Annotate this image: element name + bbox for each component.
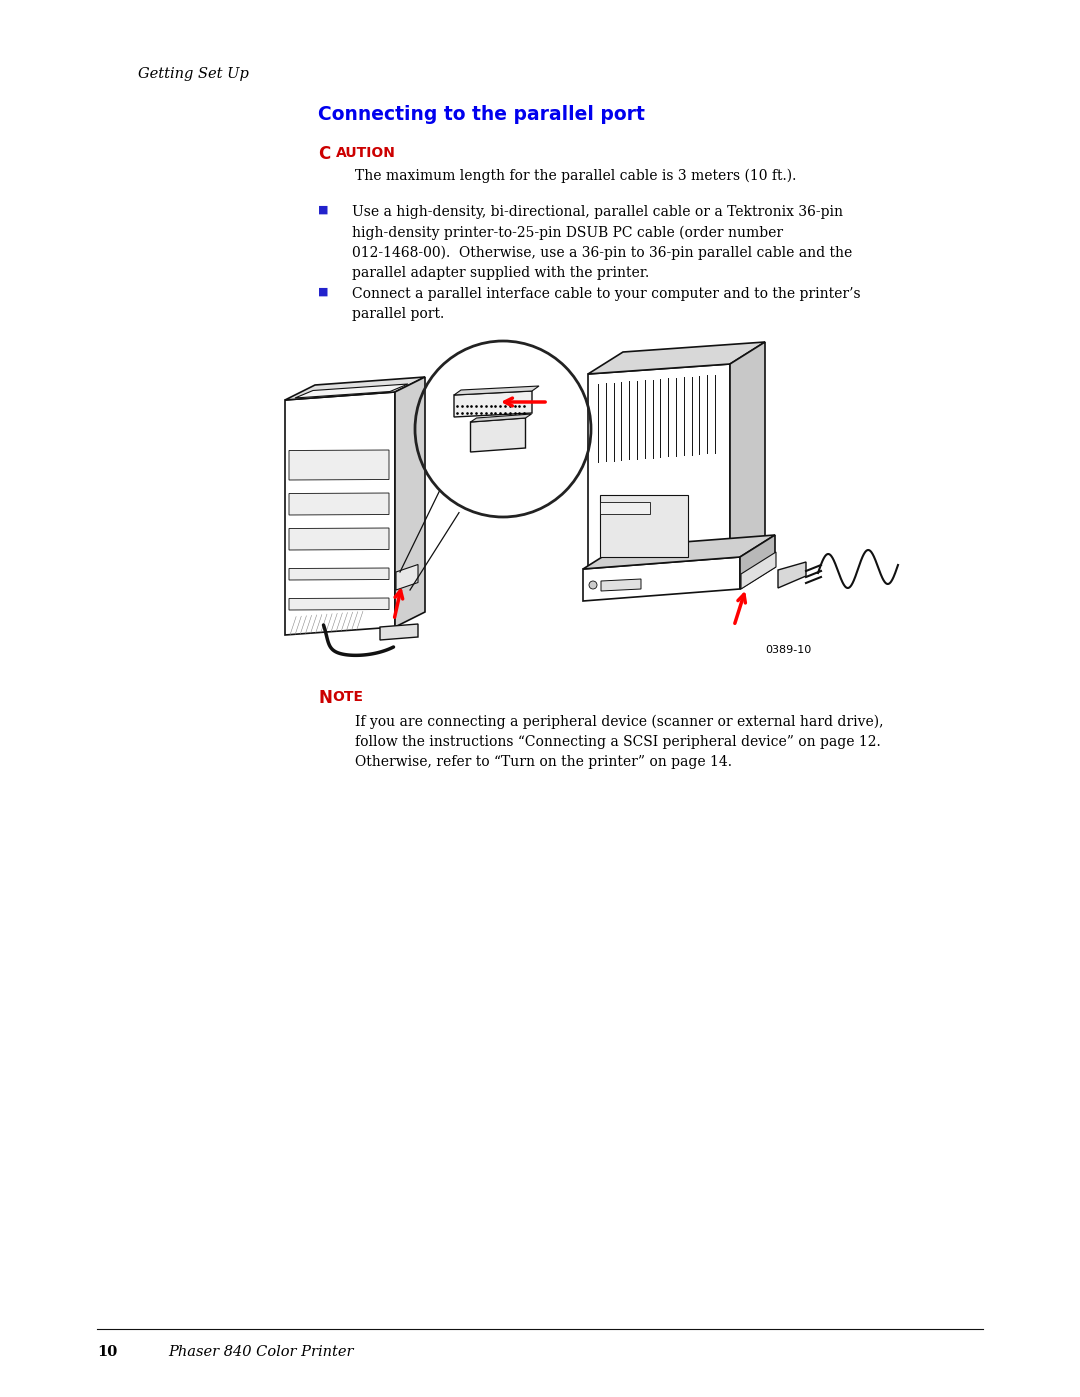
Polygon shape <box>285 377 426 400</box>
Text: If you are connecting a peripheral device (scanner or external hard drive),
foll: If you are connecting a peripheral devic… <box>355 715 883 770</box>
Text: Getting Set Up: Getting Set Up <box>138 67 248 81</box>
Polygon shape <box>289 569 389 580</box>
Text: C: C <box>318 145 330 163</box>
Text: ■: ■ <box>318 286 328 298</box>
Text: N: N <box>318 689 332 707</box>
Text: The maximum length for the parallel cable is 3 meters (10 ft.).: The maximum length for the parallel cabl… <box>355 169 796 183</box>
Polygon shape <box>289 598 389 610</box>
Polygon shape <box>583 557 740 601</box>
Text: Connecting to the parallel port: Connecting to the parallel port <box>318 105 645 124</box>
Polygon shape <box>730 342 765 559</box>
Text: OTE: OTE <box>332 690 363 704</box>
Bar <box>600 495 688 557</box>
Polygon shape <box>289 493 389 515</box>
Polygon shape <box>588 342 765 374</box>
Text: Phaser 840 Color Printer: Phaser 840 Color Printer <box>168 1345 353 1359</box>
Polygon shape <box>454 386 539 395</box>
Polygon shape <box>583 535 775 569</box>
Polygon shape <box>396 564 418 590</box>
Polygon shape <box>740 535 775 590</box>
Text: 10: 10 <box>97 1345 118 1359</box>
Polygon shape <box>285 393 395 636</box>
Polygon shape <box>380 624 418 640</box>
Text: Connect a parallel interface cable to your computer and to the printer’s
paralle: Connect a parallel interface cable to yo… <box>352 286 861 321</box>
Polygon shape <box>471 418 526 453</box>
Polygon shape <box>395 377 426 627</box>
Bar <box>600 502 650 514</box>
Text: ■: ■ <box>318 205 328 215</box>
Polygon shape <box>289 450 389 481</box>
Polygon shape <box>295 384 408 398</box>
Polygon shape <box>454 391 532 416</box>
Polygon shape <box>588 365 730 569</box>
Text: Use a high-density, bi-directional, parallel cable or a Tektronix 36-pin
high-de: Use a high-density, bi-directional, para… <box>352 205 852 281</box>
Polygon shape <box>778 562 806 588</box>
Text: AUTION: AUTION <box>336 147 396 161</box>
Circle shape <box>589 581 597 590</box>
Polygon shape <box>741 552 777 590</box>
Polygon shape <box>471 414 531 422</box>
Text: 0389-10: 0389-10 <box>766 645 812 655</box>
Polygon shape <box>600 578 642 591</box>
Polygon shape <box>289 528 389 550</box>
